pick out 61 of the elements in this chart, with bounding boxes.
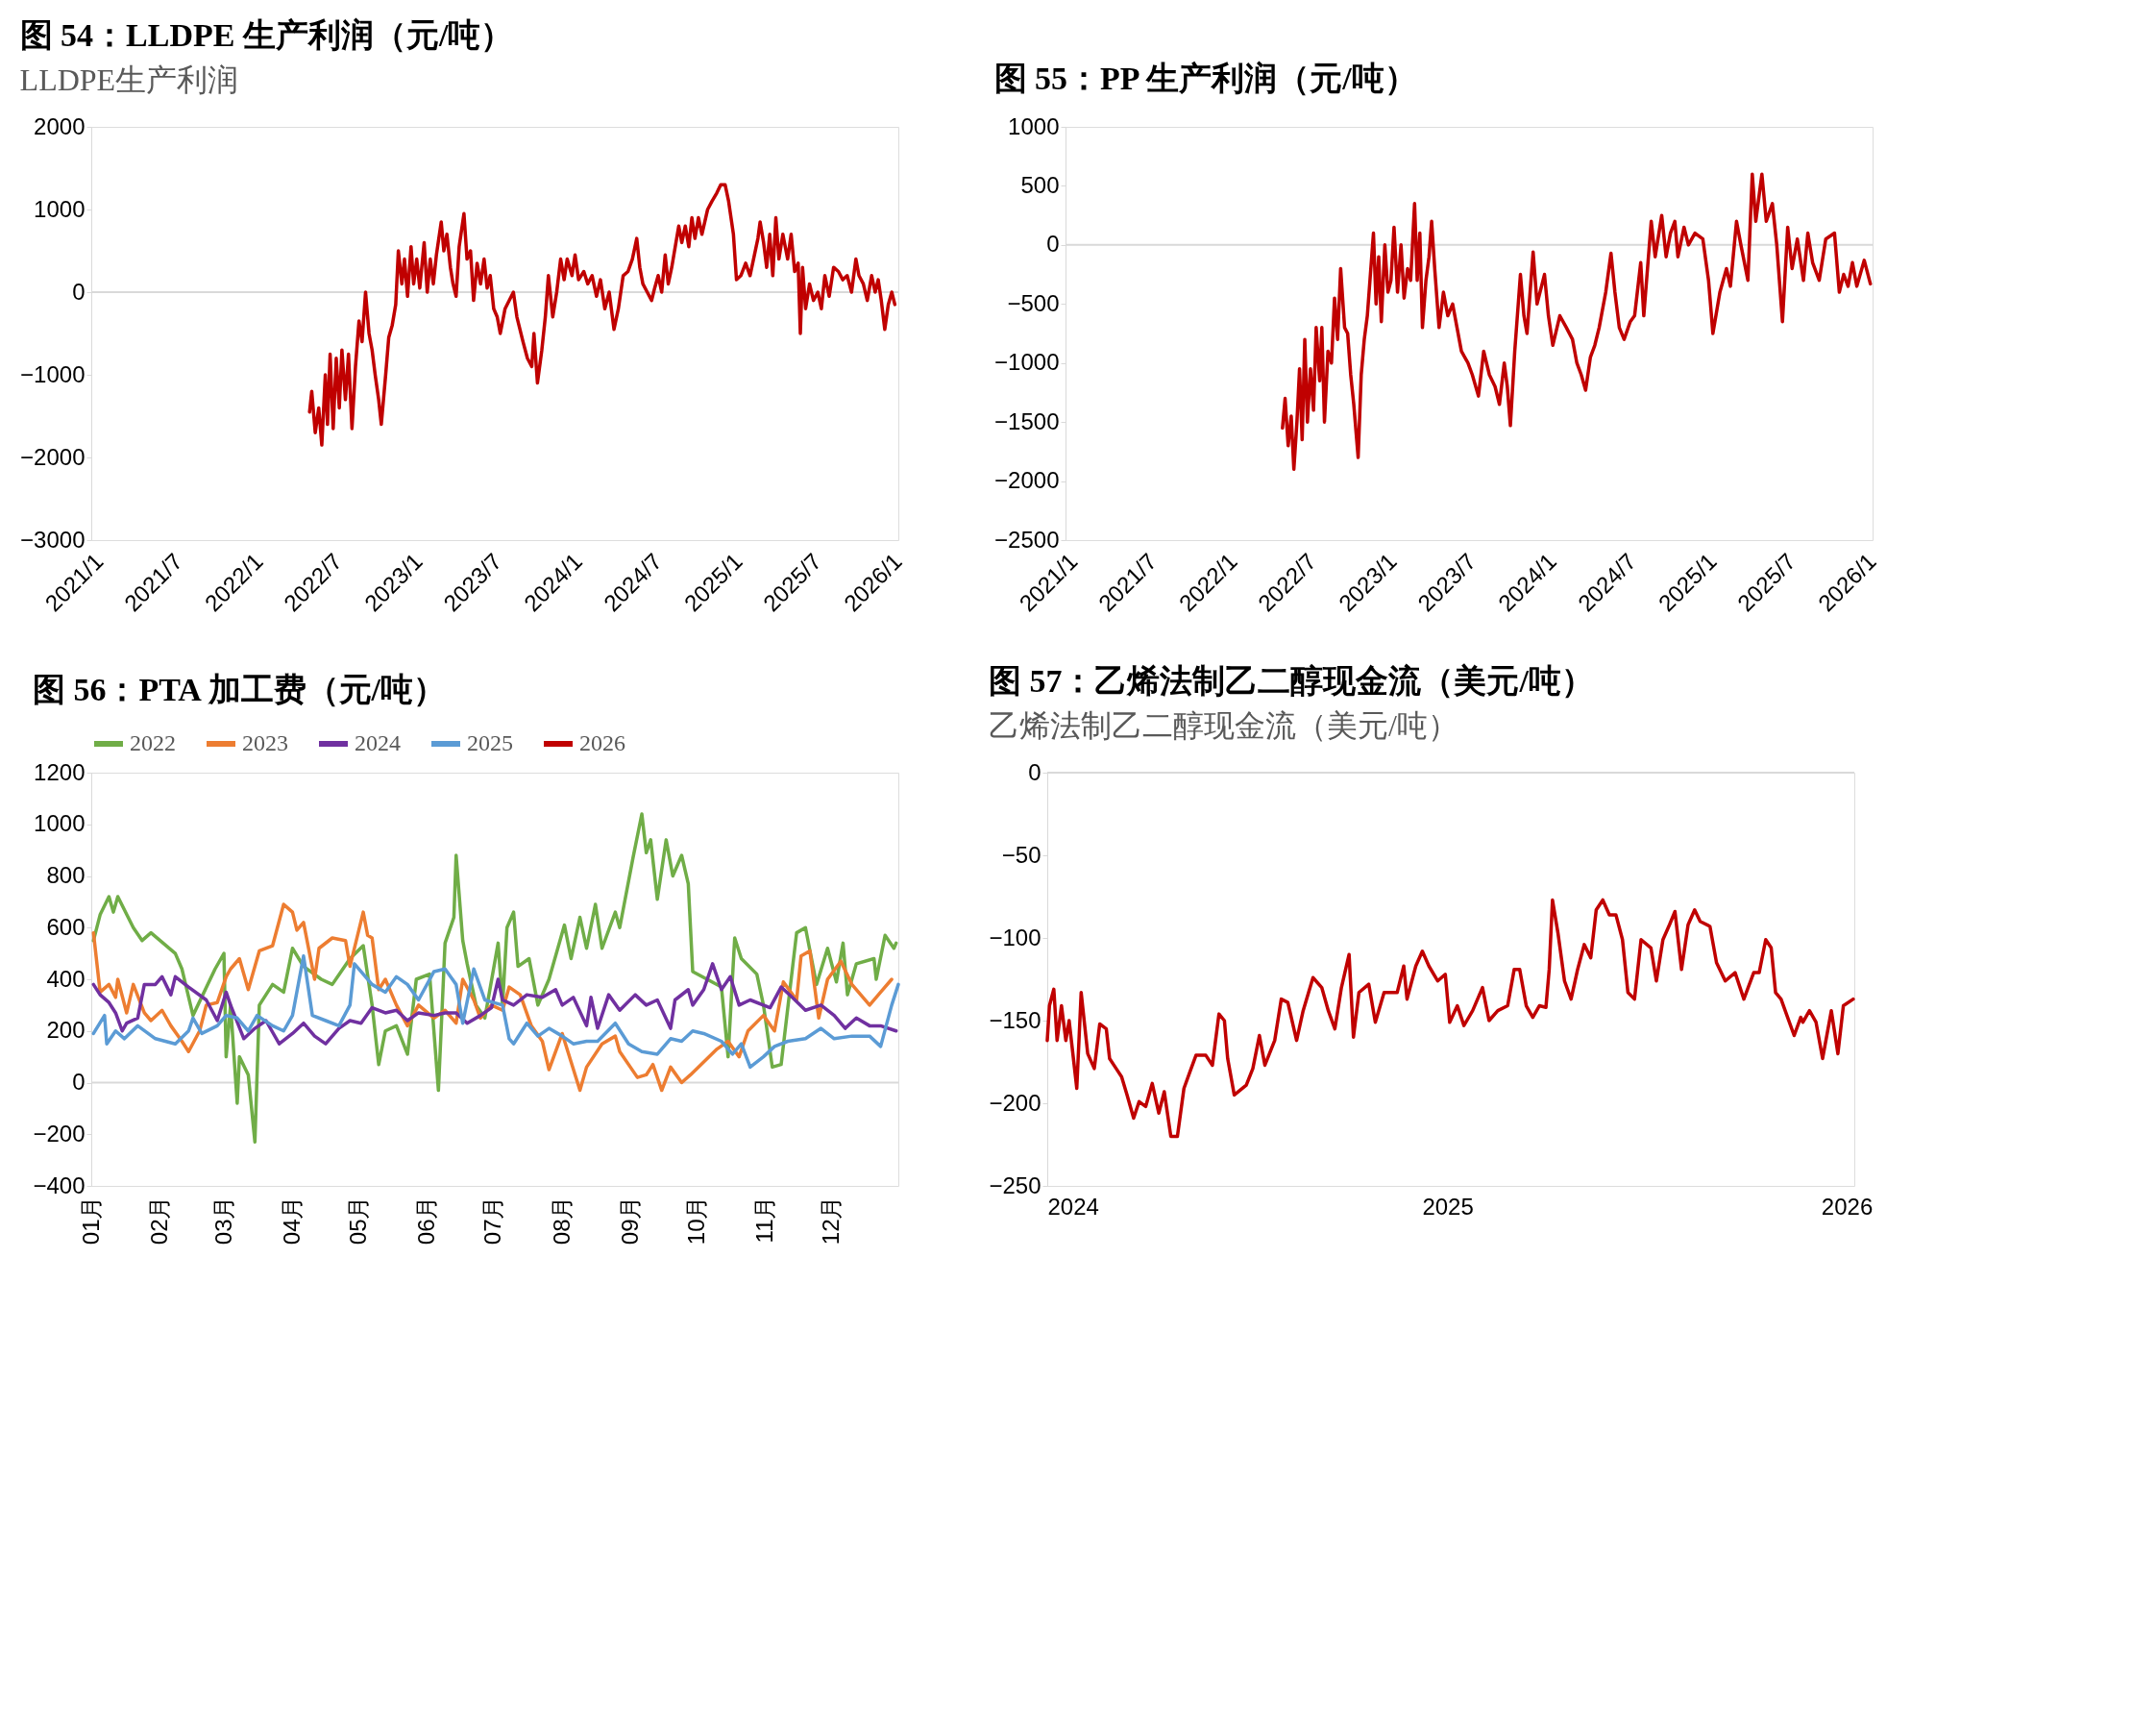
y-tick-label: 0 bbox=[1046, 231, 1060, 258]
y-tick-label: −2000 bbox=[994, 467, 1060, 494]
legend-label: 2022 bbox=[130, 730, 176, 755]
y-tick-label: 1000 bbox=[1008, 112, 1060, 139]
x-tick-label: 2024 bbox=[1047, 1193, 1099, 1220]
y-tick-label: −100 bbox=[989, 924, 1041, 950]
chart-subtitle: LLDPE生产利润 bbox=[19, 62, 239, 97]
y-tick-label: −500 bbox=[1007, 289, 1060, 316]
x-tick-label: 2026 bbox=[1821, 1193, 1874, 1220]
y-tick-label: −400 bbox=[33, 1171, 86, 1198]
chart-title: 图 56：PTA 加工费（元/吨） bbox=[32, 672, 446, 707]
y-tick-label: 800 bbox=[46, 862, 86, 888]
line-series bbox=[91, 962, 898, 1046]
y-tick-label: −2000 bbox=[20, 443, 86, 470]
y-tick-label: −250 bbox=[989, 1171, 1041, 1198]
y-tick-label: −2500 bbox=[994, 526, 1060, 553]
legend-label: 2025 bbox=[467, 730, 513, 755]
y-tick-label: 1000 bbox=[34, 195, 86, 222]
y-tick-label: −1500 bbox=[994, 407, 1060, 434]
x-tick-label: 03月 bbox=[209, 1196, 236, 1245]
y-tick-label: 2000 bbox=[34, 112, 86, 139]
line-series bbox=[91, 902, 894, 1093]
chart-title: 图 55：PP 生产利润（元/吨） bbox=[993, 61, 1417, 96]
y-tick-label: −150 bbox=[989, 1006, 1041, 1033]
line-series bbox=[91, 954, 900, 1070]
y-tick-label: −1000 bbox=[20, 360, 86, 387]
y-tick-label: −50 bbox=[1001, 841, 1041, 868]
y-tick-label: 1000 bbox=[34, 810, 86, 837]
x-tick-label: 2025 bbox=[1422, 1193, 1474, 1220]
y-tick-label: 0 bbox=[72, 278, 86, 305]
line-series bbox=[1281, 172, 1873, 472]
y-tick-label: 0 bbox=[72, 1069, 86, 1095]
x-tick-label: 09月 bbox=[617, 1196, 644, 1245]
chart-title: 图 57：乙烯法制乙二醇现金流（美元/吨） bbox=[988, 663, 1594, 699]
x-tick-label: 12月 bbox=[818, 1196, 845, 1245]
chart-title: 图 54：LLDPE 生产利润（元/吨） bbox=[19, 17, 514, 53]
y-tick-label: 400 bbox=[46, 965, 86, 992]
x-tick-label: 10月 bbox=[683, 1196, 710, 1245]
y-tick-label: 600 bbox=[46, 913, 86, 940]
line-series bbox=[307, 183, 897, 447]
x-tick-label: 06月 bbox=[413, 1196, 440, 1245]
legend-label: 2023 bbox=[242, 730, 288, 755]
x-tick-label: 04月 bbox=[278, 1196, 305, 1245]
chart-subtitle: 乙烯法制乙二醇现金流（美元/吨） bbox=[988, 708, 1458, 743]
y-tick-label: 500 bbox=[1020, 171, 1060, 198]
x-tick-label: 01月 bbox=[77, 1196, 104, 1245]
x-tick-label: 08月 bbox=[548, 1196, 575, 1245]
y-tick-label: −3000 bbox=[20, 526, 86, 553]
y-tick-label: −200 bbox=[989, 1089, 1041, 1116]
line-series bbox=[1045, 898, 1855, 1139]
y-tick-label: −200 bbox=[33, 1120, 86, 1147]
y-tick-label: −1000 bbox=[994, 349, 1060, 376]
legend-label: 2024 bbox=[355, 730, 401, 755]
y-tick-label: 1200 bbox=[34, 758, 86, 785]
x-tick-label: 05月 bbox=[344, 1196, 371, 1245]
x-tick-label: 11月 bbox=[751, 1196, 778, 1244]
y-tick-label: 200 bbox=[46, 1017, 86, 1044]
x-tick-label: 02月 bbox=[145, 1196, 172, 1245]
x-tick-label: 07月 bbox=[479, 1196, 506, 1245]
y-tick-label: 0 bbox=[1028, 758, 1041, 785]
legend-label: 2026 bbox=[579, 730, 625, 755]
